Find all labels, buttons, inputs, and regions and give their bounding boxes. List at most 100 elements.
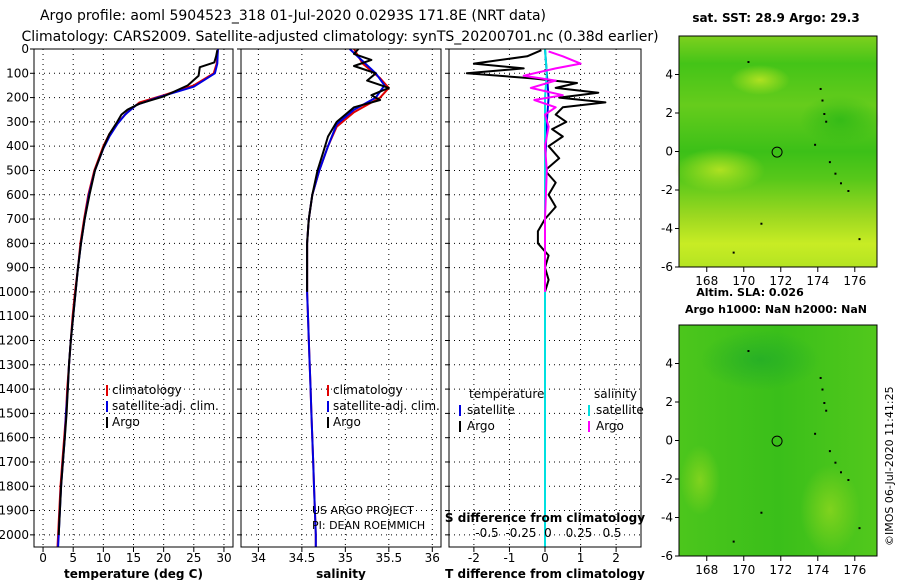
sla-map-island-dot <box>760 511 763 514</box>
sst-warm-patch-2 <box>730 65 790 95</box>
depth-tick-label: 600 <box>6 188 29 202</box>
depth-tick-label: 1800 <box>0 479 29 493</box>
depth-tick-label: 1500 <box>0 406 29 420</box>
temp-xtick-label: 10 <box>96 551 111 565</box>
sst-map-xtick-label: 168 <box>695 274 718 288</box>
sst-map-xtick-label: 170 <box>732 274 755 288</box>
sst-map-island-dot <box>747 61 750 64</box>
figure-title-line2: Climatology: CARS2009. Satellite-adjuste… <box>21 29 658 45</box>
sal-xtick-label: 35 <box>338 551 353 565</box>
sst-map-island-dot <box>834 172 837 175</box>
diff-legend-label: satellite <box>596 403 644 417</box>
depth-tick-label: 1000 <box>0 285 29 299</box>
sst-map-xtick-label: 176 <box>843 274 866 288</box>
sla-map-island-dot <box>825 409 828 412</box>
sst-map-ytick-label: 2 <box>665 106 673 120</box>
sla-map-float-marker <box>771 435 783 447</box>
sal-legend-label: Argo <box>333 415 361 429</box>
sal-legend-label: climatology <box>333 383 403 397</box>
s-difference-tick-label: 0.5 <box>602 526 621 540</box>
diff-xlabel: T difference from climatology <box>445 567 645 580</box>
s-difference-tick-label: -0.25 <box>505 526 536 540</box>
pi-annotation: PI: DEAN ROEMMICH <box>312 519 425 532</box>
sla-map-ytick-label: -2 <box>661 472 673 486</box>
diff-xtick-label: 2 <box>612 551 620 565</box>
diff-series-s-argo <box>522 50 582 292</box>
s-difference-tick-label: -0.5 <box>475 526 498 540</box>
diff-legend-title-temperature: temperature <box>469 387 544 401</box>
sla-map-island-dot <box>839 471 842 474</box>
sla-map-ytick-label: 2 <box>665 395 673 409</box>
sst-map-float-marker <box>771 146 783 158</box>
sal-legend-label: satellite-adj. clim. <box>333 399 440 413</box>
sst-cool-patch <box>800 95 880 145</box>
sla-map-island-dot <box>819 376 822 379</box>
temp-series-climatology <box>56 48 219 548</box>
diff-series-t-argo <box>465 49 607 293</box>
diff-xtick-label: 0 <box>541 551 549 565</box>
temp-xtick-label: 20 <box>156 551 171 565</box>
depth-tick-label: 1600 <box>0 431 29 445</box>
temp-xtick-label: 30 <box>216 551 231 565</box>
sst-map-ytick-label: -6 <box>661 260 673 274</box>
sla-map-island-dot <box>847 479 850 481</box>
s-difference-axis-title: S difference from climatology <box>445 511 645 525</box>
sst-map-island-dot <box>847 190 850 192</box>
temp-xtick-label: 0 <box>39 551 47 565</box>
salinity-panel: 34 34.5 35 35.5 36 salinity climatology satelli… <box>237 48 442 580</box>
sal-series-satellite-adj-clim- <box>306 48 386 547</box>
sst-map-xtick-label: 172 <box>769 274 792 288</box>
sal-xtick-label: 34.5 <box>289 551 316 565</box>
sst-map-island-dot <box>858 238 861 241</box>
sla-map-ytick-label: 4 <box>665 357 673 371</box>
sst-map-ytick-label: 4 <box>665 68 673 82</box>
diff-xtick-label: -2 <box>468 551 480 565</box>
difference-panel: -2 -1 0 1 2 T difference from climatology temp… <box>445 48 645 580</box>
depth-tick-label: 500 <box>6 163 29 177</box>
sla-map-xtick-label: 168 <box>695 563 718 577</box>
temp-xtick-label: 25 <box>186 551 201 565</box>
sst-map-panel: 168 170 172 174 176 -6 -4 -2 0 2 4 <box>661 35 880 288</box>
sst-map-island-dot <box>825 120 828 123</box>
depth-tick-label: 1900 <box>0 504 29 518</box>
sal-xlabel: salinity <box>316 567 366 580</box>
footer-credit: ©IMOS 06-Jul-2020 11:41:25 <box>883 386 896 546</box>
sla-map-ytick-label: 0 <box>665 434 673 448</box>
depth-tick-label: 1300 <box>0 358 29 372</box>
sla-map-ytick-label: -6 <box>661 549 673 563</box>
temp-legend-label: climatology <box>112 383 182 397</box>
temp-frame <box>33 48 234 548</box>
depth-tick-label: 900 <box>6 261 29 275</box>
sst-map-island-dot <box>732 251 735 254</box>
sal-frame <box>240 48 442 548</box>
diff-series-s-satellite <box>544 48 548 547</box>
sal-xtick-label: 35.5 <box>375 551 402 565</box>
temp-xtick-label: 5 <box>69 551 77 565</box>
depth-tick-label: 1100 <box>0 309 29 323</box>
sla-map-island-dot <box>747 350 750 353</box>
sla-map-ytick-label: -4 <box>661 511 673 525</box>
sla-map-xtick-label: 170 <box>732 563 755 577</box>
sst-warm-patch <box>675 148 765 192</box>
diff-legend-label: Argo <box>596 419 624 433</box>
sla-map-island-dot <box>732 540 735 543</box>
s-difference-tick-label: 0.25 <box>566 526 593 540</box>
depth-tick-label: 300 <box>6 115 29 129</box>
sla-map-island-dot <box>834 461 837 464</box>
sla-map-subtitle: Argo h1000: NaN h2000: NaN <box>685 303 867 316</box>
sst-map-island-dot <box>823 113 826 115</box>
s-difference-tick-label: 0 <box>544 526 552 540</box>
sla-map-xtick-label: 174 <box>806 563 829 577</box>
temperature-panel: 0 5 10 15 20 25 30 temperature (deg C) 0 100 200 30… <box>0 42 234 580</box>
temp-xlabel: temperature (deg C) <box>64 567 203 580</box>
depth-tick-label: 700 <box>6 212 29 226</box>
depth-tick-label: 2000 <box>0 528 29 542</box>
sal-series-argo <box>306 48 390 292</box>
sst-map-island-dot <box>839 182 842 185</box>
sla-map-title: Altim. SLA: 0.026 <box>696 286 804 299</box>
sla-low-patch <box>700 330 820 390</box>
diff-legend-label: satellite <box>467 403 515 417</box>
sst-map-island-dot <box>828 161 831 164</box>
sst-map-xtick-label: 174 <box>806 274 829 288</box>
diff-legend-title-salinity: salinity <box>594 387 637 401</box>
